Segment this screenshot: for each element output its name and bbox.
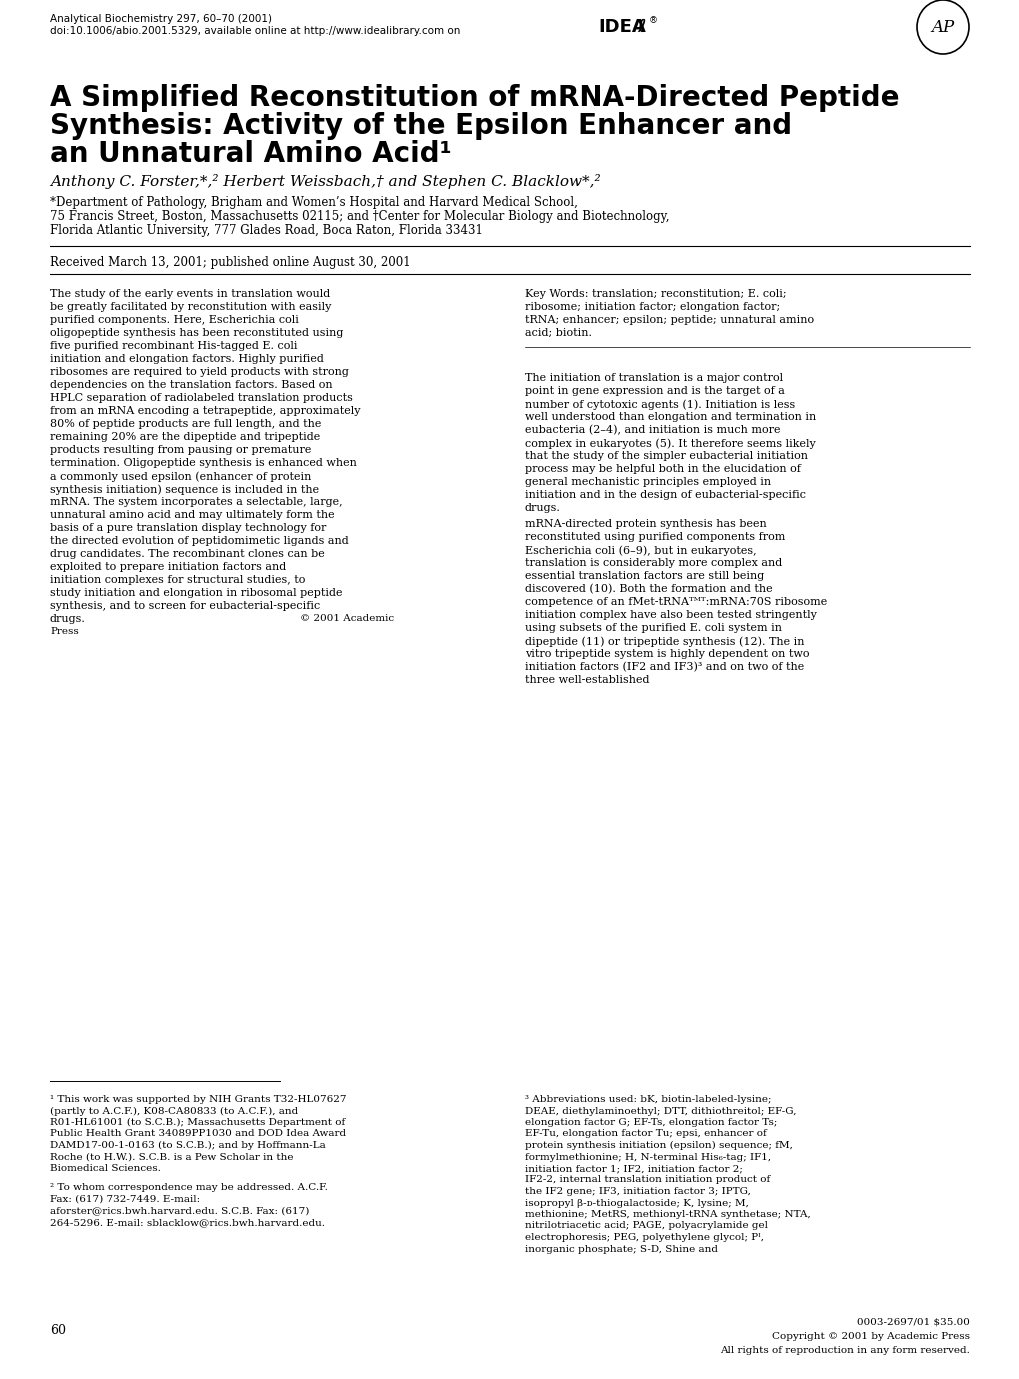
Text: IF2-2, internal translation initiation product of: IF2-2, internal translation initiation p…	[525, 1175, 769, 1185]
Text: (partly to A.C.F.), K08-CA80833 (to A.C.F.), and: (partly to A.C.F.), K08-CA80833 (to A.C.…	[50, 1106, 298, 1116]
Text: Public Health Grant 34089PP1030 and DOD Idea Award: Public Health Grant 34089PP1030 and DOD …	[50, 1129, 345, 1139]
Text: mRNA-directed protein synthesis has been: mRNA-directed protein synthesis has been	[525, 519, 766, 530]
Text: DEAE, diethylaminoethyl; DTT, dithiothreitol; EF-G,: DEAE, diethylaminoethyl; DTT, dithiothre…	[525, 1106, 796, 1116]
Text: 0003-2697/01 $35.00: 0003-2697/01 $35.00	[856, 1318, 969, 1327]
Text: aforster@rics.bwh.harvard.edu. S.C.B. Fax: (617): aforster@rics.bwh.harvard.edu. S.C.B. Fa…	[50, 1207, 309, 1215]
Text: study initiation and elongation in ribosomal peptide: study initiation and elongation in ribos…	[50, 587, 342, 598]
Text: well understood than elongation and termination in: well understood than elongation and term…	[525, 412, 815, 422]
Text: ribosomes are required to yield products with strong: ribosomes are required to yield products…	[50, 367, 348, 376]
Text: using subsets of the purified E. coli system in: using subsets of the purified E. coli sy…	[525, 623, 782, 633]
Text: formylmethionine; H, N-terminal His₆-tag; IF1,: formylmethionine; H, N-terminal His₆-tag…	[525, 1153, 770, 1161]
Text: point in gene expression and is the target of a: point in gene expression and is the targ…	[525, 386, 784, 396]
Text: vitro tripeptide system is highly dependent on two: vitro tripeptide system is highly depend…	[525, 650, 809, 659]
Text: DAMD17-00-1-0163 (to S.C.B.); and by Hoffmann-La: DAMD17-00-1-0163 (to S.C.B.); and by Hof…	[50, 1140, 325, 1150]
Text: elongation factor G; EF-Ts, elongation factor Ts;: elongation factor G; EF-Ts, elongation f…	[525, 1118, 776, 1127]
Text: reconstituted using purified components from: reconstituted using purified components …	[525, 532, 785, 542]
Text: general mechanistic principles employed in: general mechanistic principles employed …	[525, 477, 770, 487]
Text: inorganic phosphate; S-D, Shine and: inorganic phosphate; S-D, Shine and	[525, 1244, 717, 1254]
Text: Copyright © 2001 by Academic Press: Copyright © 2001 by Academic Press	[771, 1332, 969, 1340]
Text: IDEA: IDEA	[597, 18, 645, 36]
Text: isopropyl β-ᴅ-thiogalactoside; K, lysine; M,: isopropyl β-ᴅ-thiogalactoside; K, lysine…	[525, 1198, 748, 1208]
Text: synthesis initiation) sequence is included in the: synthesis initiation) sequence is includ…	[50, 484, 319, 495]
Text: Roche (to H.W.). S.C.B. is a Pew Scholar in the: Roche (to H.W.). S.C.B. is a Pew Scholar…	[50, 1153, 293, 1161]
Text: ¹ This work was supported by NIH Grants T32-HL07627: ¹ This work was supported by NIH Grants …	[50, 1095, 346, 1105]
Text: Anthony C. Forster,*,² Herbert Weissbach,† and Stephen C. Blacklow*,²: Anthony C. Forster,*,² Herbert Weissbach…	[50, 174, 600, 189]
Text: products resulting from pausing or premature: products resulting from pausing or prema…	[50, 445, 311, 455]
Text: oligopeptide synthesis has been reconstituted using: oligopeptide synthesis has been reconsti…	[50, 328, 343, 338]
Text: EF-Tu, elongation factor Tu; epsi, enhancer of: EF-Tu, elongation factor Tu; epsi, enhan…	[525, 1129, 766, 1139]
Text: protein synthesis initiation (epsilon) sequence; fM,: protein synthesis initiation (epsilon) s…	[525, 1140, 792, 1150]
Text: translation is considerably more complex and: translation is considerably more complex…	[525, 558, 782, 568]
Text: AP: AP	[930, 18, 954, 36]
Text: Key Words: translation; reconstitution; E. coli;: Key Words: translation; reconstitution; …	[525, 290, 786, 299]
Text: initiation factor 1; IF2, initiation factor 2;: initiation factor 1; IF2, initiation fac…	[525, 1164, 742, 1174]
Text: 80% of peptide products are full length, and the: 80% of peptide products are full length,…	[50, 419, 321, 429]
Text: from an mRNA encoding a tetrapeptide, approximately: from an mRNA encoding a tetrapeptide, ap…	[50, 405, 360, 416]
Text: purified components. Here, Escherichia coli: purified components. Here, Escherichia c…	[50, 314, 299, 325]
Text: five purified recombinant His-tagged E. coli: five purified recombinant His-tagged E. …	[50, 341, 298, 352]
Text: discovered (10). Both the formation and the: discovered (10). Both the formation and …	[525, 583, 771, 594]
Text: drug candidates. The recombinant clones can be: drug candidates. The recombinant clones …	[50, 549, 324, 558]
Text: R01-HL61001 (to S.C.B.); Massachusetts Department of: R01-HL61001 (to S.C.B.); Massachusetts D…	[50, 1118, 344, 1127]
Text: electrophoresis; PEG, polyethylene glycol; Pᴵ,: electrophoresis; PEG, polyethylene glyco…	[525, 1233, 763, 1242]
Text: drugs.: drugs.	[525, 503, 560, 513]
Text: essential translation factors are still being: essential translation factors are still …	[525, 571, 763, 581]
Text: The initiation of translation is a major control: The initiation of translation is a major…	[525, 372, 783, 383]
Text: synthesis, and to screen for eubacterial-specific: synthesis, and to screen for eubacterial…	[50, 601, 320, 611]
Text: three well-established: three well-established	[525, 674, 649, 685]
Text: All rights of reproduction in any form reserved.: All rights of reproduction in any form r…	[719, 1346, 969, 1356]
Text: drugs.: drugs.	[50, 614, 86, 625]
Text: mRNA. The system incorporates a selectable, large,: mRNA. The system incorporates a selectab…	[50, 496, 342, 507]
Text: dependencies on the translation factors. Based on: dependencies on the translation factors.…	[50, 381, 332, 390]
Text: remaining 20% are the dipeptide and tripeptide: remaining 20% are the dipeptide and trip…	[50, 432, 320, 443]
Text: initiation complexes for structural studies, to: initiation complexes for structural stud…	[50, 575, 305, 585]
Text: Escherichia coli (6–9), but in eukaryotes,: Escherichia coli (6–9), but in eukaryote…	[525, 545, 756, 556]
Text: unnatural amino acid and may ultimately form the: unnatural amino acid and may ultimately …	[50, 510, 334, 520]
Text: 264-5296. E-mail: sblacklow@rics.bwh.harvard.edu.: 264-5296. E-mail: sblacklow@rics.bwh.har…	[50, 1218, 325, 1227]
Text: complex in eukaryotes (5). It therefore seems likely: complex in eukaryotes (5). It therefore …	[525, 439, 815, 448]
Text: competence of an fMet-tRNAᵀᴹᵀ:mRNA:70S ribosome: competence of an fMet-tRNAᵀᴹᵀ:mRNA:70S r…	[525, 597, 826, 607]
Text: 60: 60	[50, 1324, 66, 1338]
Text: nitrilotriacetic acid; PAGE, polyacrylamide gel: nitrilotriacetic acid; PAGE, polyacrylam…	[525, 1222, 767, 1230]
Text: process may be helpful both in the elucidation of: process may be helpful both in the eluci…	[525, 463, 800, 474]
Text: The study of the early events in translation would: The study of the early events in transla…	[50, 290, 330, 299]
Text: HPLC separation of radiolabeled translation products: HPLC separation of radiolabeled translat…	[50, 393, 353, 403]
Text: ribosome; initiation factor; elongation factor;: ribosome; initiation factor; elongation …	[525, 302, 780, 312]
Text: methionine; MetRS, methionyl-tRNA synthetase; NTA,: methionine; MetRS, methionyl-tRNA synthe…	[525, 1209, 810, 1219]
Text: the IF2 gene; IF3, initiation factor 3; IPTG,: the IF2 gene; IF3, initiation factor 3; …	[525, 1187, 750, 1196]
Text: Biomedical Sciences.: Biomedical Sciences.	[50, 1164, 161, 1174]
Text: basis of a pure translation display technology for: basis of a pure translation display tech…	[50, 523, 326, 534]
Text: eubacteria (2–4), and initiation is much more: eubacteria (2–4), and initiation is much…	[525, 425, 780, 436]
Text: doi:10.1006/abio.2001.5329, available online at http://www.idealibrary.com on: doi:10.1006/abio.2001.5329, available on…	[50, 26, 460, 36]
Text: initiation and in the design of eubacterial-specific: initiation and in the design of eubacter…	[525, 490, 805, 501]
Text: Analytical Biochemistry 297, 60–70 (2001): Analytical Biochemistry 297, 60–70 (2001…	[50, 14, 272, 23]
Text: initiation factors (IF2 and IF3)³ and on two of the: initiation factors (IF2 and IF3)³ and on…	[525, 662, 803, 673]
Text: Fax: (617) 732-7449. E-mail:: Fax: (617) 732-7449. E-mail:	[50, 1196, 200, 1204]
Text: Synthesis: Activity of the Epsilon Enhancer and: Synthesis: Activity of the Epsilon Enhan…	[50, 112, 792, 141]
Text: © 2001 Academic: © 2001 Academic	[300, 614, 393, 623]
Text: a commonly used epsilon (enhancer of protein: a commonly used epsilon (enhancer of pro…	[50, 472, 311, 481]
Text: A Simplified Reconstitution of mRNA-Directed Peptide: A Simplified Reconstitution of mRNA-Dire…	[50, 84, 899, 112]
Text: acid; biotin.: acid; biotin.	[525, 328, 591, 338]
Text: exploited to prepare initiation factors and: exploited to prepare initiation factors …	[50, 563, 286, 572]
Text: initiation complex have also been tested stringently: initiation complex have also been tested…	[525, 610, 816, 621]
Text: Received March 13, 2001; published online August 30, 2001: Received March 13, 2001; published onlin…	[50, 256, 411, 269]
Text: Press: Press	[50, 627, 78, 636]
Text: dipeptide (11) or tripeptide synthesis (12). The in: dipeptide (11) or tripeptide synthesis (…	[525, 636, 804, 647]
Text: Florida Atlantic University, 777 Glades Road, Boca Raton, Florida 33431: Florida Atlantic University, 777 Glades …	[50, 223, 482, 237]
Text: *Department of Pathology, Brigham and Women’s Hospital and Harvard Medical Schoo: *Department of Pathology, Brigham and Wo…	[50, 196, 578, 210]
Text: an Unnatural Amino Acid¹: an Unnatural Amino Acid¹	[50, 141, 451, 168]
Text: ℓ: ℓ	[637, 18, 645, 36]
Text: that the study of the simpler eubacterial initiation: that the study of the simpler eubacteria…	[525, 451, 807, 461]
Text: ³ Abbreviations used: bK, biotin-labeled-lysine;: ³ Abbreviations used: bK, biotin-labeled…	[525, 1095, 770, 1105]
Text: 75 Francis Street, Boston, Massachusetts 02115; and †Center for Molecular Biolog: 75 Francis Street, Boston, Massachusetts…	[50, 210, 668, 223]
Text: be greatly facilitated by reconstitution with easily: be greatly facilitated by reconstitution…	[50, 302, 331, 312]
Text: ®: ®	[648, 17, 657, 25]
Text: the directed evolution of peptidomimetic ligands and: the directed evolution of peptidomimetic…	[50, 536, 348, 546]
Text: number of cytotoxic agents (1). Initiation is less: number of cytotoxic agents (1). Initiati…	[525, 399, 795, 410]
Text: tRNA; enhancer; epsilon; peptide; unnatural amino: tRNA; enhancer; epsilon; peptide; unnatu…	[525, 314, 813, 325]
Text: termination. Oligopeptide synthesis is enhanced when: termination. Oligopeptide synthesis is e…	[50, 458, 357, 467]
Text: initiation and elongation factors. Highly purified: initiation and elongation factors. Highl…	[50, 354, 324, 364]
Text: ² To whom correspondence may be addressed. A.C.F.: ² To whom correspondence may be addresse…	[50, 1183, 327, 1193]
